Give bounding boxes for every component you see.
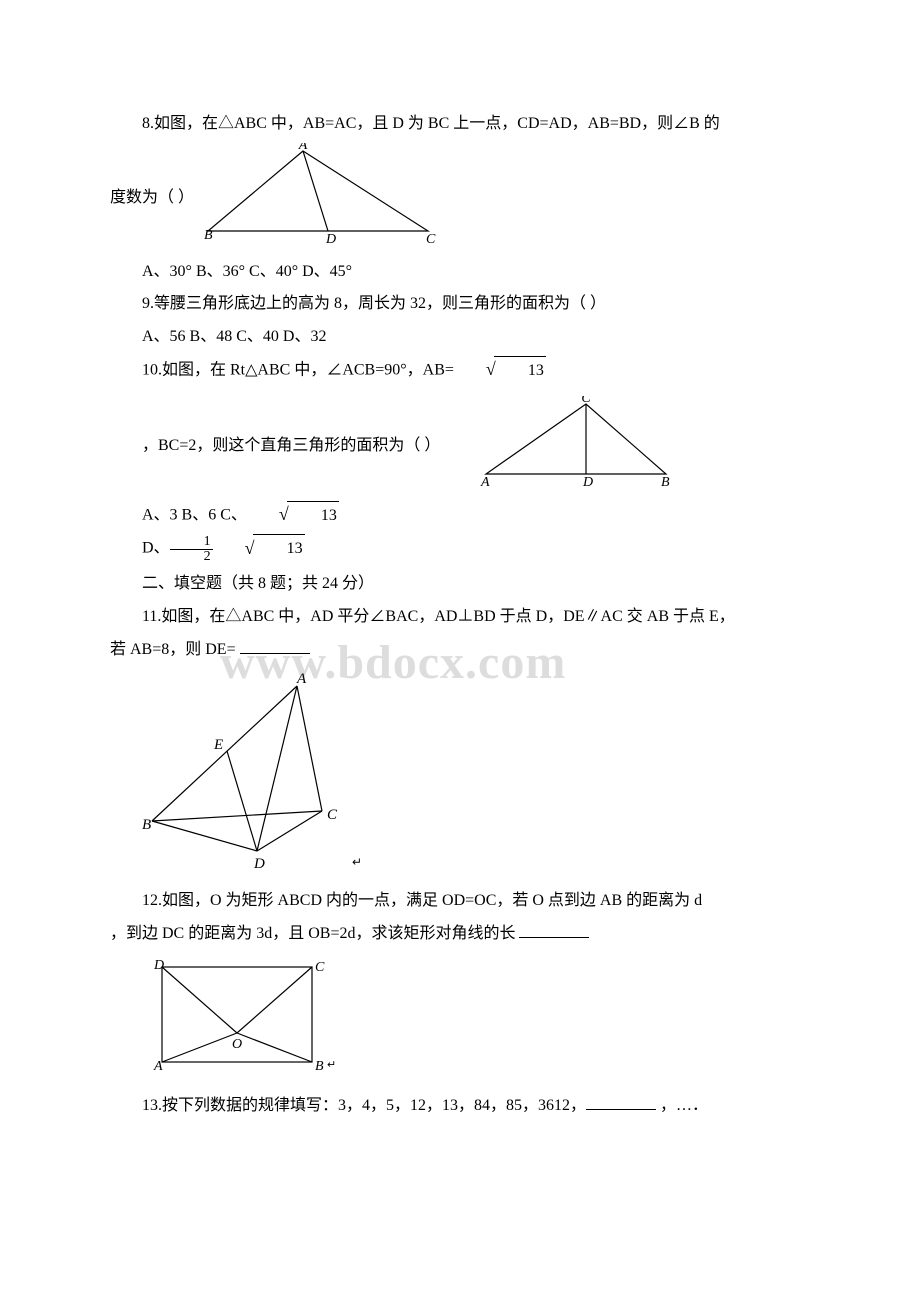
- q11-stem-2: 若 AB=8，则 DE=: [110, 641, 240, 658]
- q8-stem-pre: 8.如图，在△ABC 中，AB=AC，且 D 为 BC 上一点，CD=AD，AB…: [142, 115, 720, 132]
- q12-stem-1: 12.如图，O 为矩形 ABCD 内的一点，满足 OD=OC，若 O 点到边 A…: [110, 887, 810, 916]
- q8-label-d: D: [325, 232, 336, 243]
- q12-stem-2-row: ，到边 DC 的距离为 3d，且 OB=2d，求该矩形对角线的长: [110, 920, 810, 949]
- q11-label-e: E: [213, 737, 223, 753]
- q11-stem-1: 11.如图，在△ABC 中，AD 平分∠BAC，AD⊥BD 于点 D，DE∥AC…: [110, 603, 810, 632]
- q8-label-b: B: [204, 228, 213, 243]
- q10-sqrt-2: √13: [247, 501, 339, 531]
- q12-figure: D C A B O ↵: [142, 955, 342, 1075]
- q8-stem-line2: 度数为（ ） A B D C: [110, 143, 810, 254]
- q12-label-o: O: [232, 1037, 242, 1052]
- page-content: 8.如图，在△ABC 中，AB=AC，且 D 为 BC 上一点，CD=AD，AB…: [110, 110, 810, 1121]
- q12-label-d: D: [153, 958, 164, 973]
- q11-cursor: ↵: [352, 855, 362, 869]
- q9-options: A、56 B、48 C、40 D、32: [110, 323, 810, 352]
- q8-label-a: A: [298, 143, 308, 153]
- q11-label-d: D: [253, 856, 265, 871]
- q9-stem: 9.等腰三角形底边上的高为 8，周长为 32，则三角形的面积为（ ）: [110, 290, 810, 319]
- q10-label-a: A: [480, 475, 490, 486]
- q12-stem-2: ，到边 DC 的距离为 3d，且 OB=2d，求该矩形对角线的长: [110, 925, 519, 942]
- q13-post: ，…．: [656, 1097, 708, 1114]
- q12-label-b: B: [315, 1059, 324, 1074]
- q10-label-d: D: [582, 475, 593, 486]
- section2-header: 二、填空题（共 8 题；共 24 分）: [110, 570, 810, 599]
- q12-blank: [519, 922, 589, 938]
- q13-row: 13.按下列数据的规律填写：3，4，5，12，13，84，85，3612， ，……: [110, 1092, 810, 1121]
- q10-sqrt-1: √13: [454, 356, 546, 386]
- q8-stem-post: 度数为（ ）: [110, 189, 194, 206]
- q12-figure-row: D C A B O ↵: [142, 955, 810, 1086]
- q10-label-b: B: [661, 475, 670, 486]
- q11-blank: [240, 638, 310, 654]
- q10-opt-abc: A、3 B、6 C、: [142, 506, 247, 523]
- q10-frac: 12: [170, 535, 213, 564]
- q11-figure: A E B C D ↵: [142, 671, 372, 871]
- q10-figure: C A D B: [444, 396, 676, 497]
- q10-option-d: D、12√13: [110, 534, 810, 564]
- q10-stem-line1: 10.如图，在 Rt△ABC 中，∠ACB=90°，AB=√13: [110, 356, 810, 386]
- q12-cursor: ↵: [327, 1059, 336, 1071]
- q11-stem-2-row: 若 AB=8，则 DE=: [110, 636, 810, 665]
- q11-label-a: A: [296, 671, 307, 687]
- q11-label-b: B: [142, 817, 151, 833]
- q10-stem-2: ，BC=2，则这个直角三角形的面积为（ ）: [142, 437, 440, 454]
- q8-options: A、30° B、36° C、40° D、45°: [110, 258, 810, 287]
- q8-label-c: C: [426, 232, 436, 243]
- q10-stem-line2: ，BC=2，则这个直角三角形的面积为（ ） C A D B: [110, 396, 810, 497]
- q13-blank: [586, 1094, 656, 1110]
- q10-options-abc: A、3 B、6 C、√13: [110, 501, 810, 531]
- q10-stem-1: 10.如图，在 Rt△ABC 中，∠ACB=90°，AB=: [142, 362, 454, 379]
- q8-figure: A B D C: [198, 143, 448, 254]
- q10-label-c: C: [582, 396, 592, 406]
- q13-stem: 13.按下列数据的规律填写：3，4，5，12，13，84，85，3612，: [142, 1097, 586, 1114]
- q10-opt-d-pre: D、: [142, 540, 170, 557]
- q11-label-c: C: [327, 807, 338, 823]
- q12-label-c: C: [315, 960, 325, 975]
- q12-label-a: A: [153, 1059, 163, 1074]
- q8-stem-line1: 8.如图，在△ABC 中，AB=AC，且 D 为 BC 上一点，CD=AD，AB…: [110, 110, 810, 139]
- q11-figure-row: A E B C D ↵: [142, 671, 810, 882]
- q10-sqrt-3: √13: [213, 534, 305, 564]
